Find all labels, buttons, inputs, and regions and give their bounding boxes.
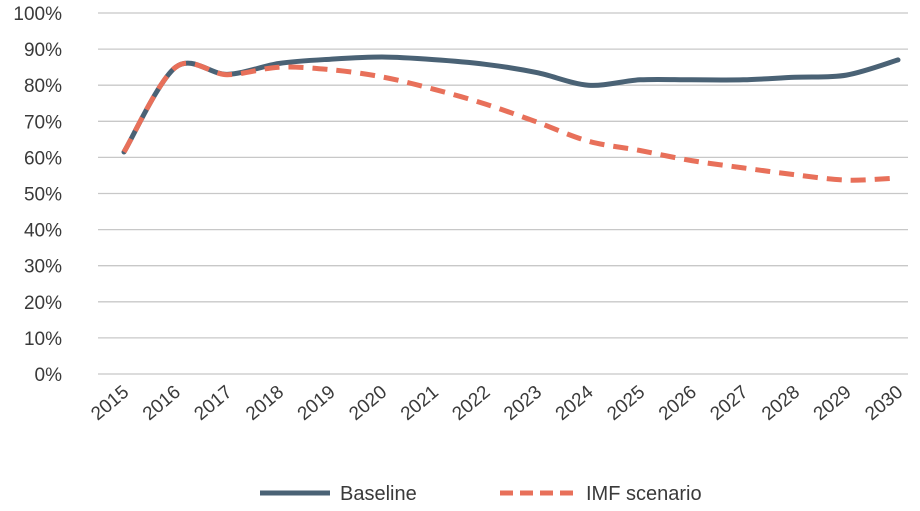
y-tick-label: 100% bbox=[13, 4, 62, 25]
x-tick-label: 2020 bbox=[345, 382, 391, 425]
x-tick-label: 2028 bbox=[758, 382, 804, 425]
x-tick-label: 2019 bbox=[294, 382, 340, 425]
x-tick-label: 2024 bbox=[552, 381, 598, 425]
x-tick-label: 2016 bbox=[139, 382, 185, 425]
x-tick-label: 2023 bbox=[500, 382, 546, 425]
series-line-imf-scenario bbox=[121, 60, 899, 183]
x-tick-label: 2021 bbox=[397, 382, 443, 425]
y-tick-label: 80% bbox=[24, 76, 62, 97]
y-tick-label: 0% bbox=[35, 365, 63, 386]
y-tick-label: 10% bbox=[24, 329, 62, 350]
x-tick-label: 2018 bbox=[242, 382, 288, 425]
series-lines bbox=[121, 54, 901, 183]
y-tick-label: 50% bbox=[24, 185, 62, 206]
legend: Baseline IMF scenario bbox=[260, 483, 702, 505]
gridlines bbox=[98, 12, 908, 375]
x-tick-label: 2026 bbox=[655, 382, 701, 425]
legend-label: IMF scenario bbox=[586, 483, 702, 505]
x-tick-label: 2022 bbox=[449, 382, 495, 425]
y-axis-ticks: 0% 10% 20% 30% 40% 50% 60% 70% 80% 90% 100% bbox=[13, 4, 62, 386]
y-tick-label: 30% bbox=[24, 257, 62, 278]
x-tick-label: 2025 bbox=[603, 382, 649, 425]
y-tick-label: 90% bbox=[24, 40, 62, 61]
x-tick-label: 2030 bbox=[861, 382, 907, 425]
y-tick-label: 70% bbox=[24, 112, 62, 133]
y-tick-label: 40% bbox=[24, 221, 62, 242]
series-line-baseline bbox=[121, 54, 901, 155]
x-tick-label: 2015 bbox=[87, 382, 133, 425]
x-axis-ticks: 2015 2016 2017 2018 2019 2020 2021 2022 2023 2024… bbox=[87, 381, 907, 425]
x-tick-label: 2017 bbox=[191, 382, 237, 425]
y-tick-label: 60% bbox=[24, 148, 62, 169]
y-tick-label: 20% bbox=[24, 293, 62, 314]
x-tick-label: 2029 bbox=[810, 382, 856, 425]
x-tick-label: 2027 bbox=[707, 382, 753, 425]
legend-label: Baseline bbox=[340, 483, 417, 505]
